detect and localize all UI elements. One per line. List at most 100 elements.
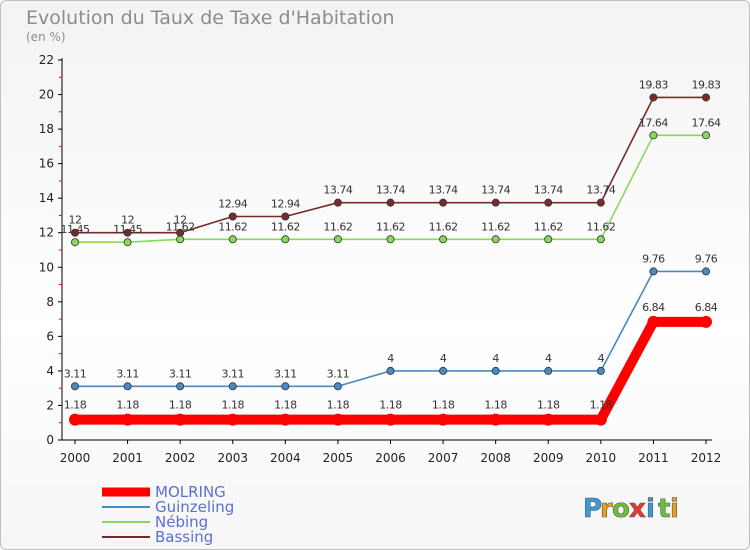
data-label: 9.76 [695, 252, 718, 265]
series-point [333, 198, 342, 207]
series-point [649, 93, 658, 102]
data-label: 12 [121, 214, 134, 227]
x-tick-label: 2001 [112, 451, 143, 465]
series-point [333, 382, 342, 391]
data-label: 11.62 [271, 220, 300, 233]
legend-label: Nébing [155, 513, 208, 531]
y-tick-label: 6 [46, 329, 54, 343]
y-tick-label: 4 [46, 364, 54, 378]
series-point [281, 235, 290, 244]
y-tick-label: 10 [39, 260, 54, 274]
series-point [331, 413, 344, 426]
series-point [647, 315, 660, 328]
brand-letter: i [670, 494, 679, 524]
series-point [439, 235, 448, 244]
series-point [71, 382, 80, 391]
data-label: 4 [492, 352, 499, 365]
data-label: 11.62 [429, 220, 458, 233]
series-point [228, 382, 237, 391]
data-label: 17.64 [639, 116, 668, 129]
data-label: 11.45 [61, 223, 90, 236]
series-point [489, 413, 502, 426]
data-label: 11.62 [481, 220, 510, 233]
data-label: 1.18 [169, 399, 192, 412]
y-tick-label: 22 [39, 53, 54, 67]
series-point [123, 382, 132, 391]
series-point [649, 267, 658, 276]
chart-subtitle: (en %) [26, 30, 66, 44]
series-point [279, 413, 292, 426]
data-label: 1.18 [432, 399, 455, 412]
data-label: 13.74 [429, 184, 458, 197]
series-point [544, 366, 553, 375]
series-point [702, 267, 711, 276]
data-label: 3.11 [169, 367, 192, 380]
data-label: 13.74 [586, 184, 615, 197]
series-point [123, 238, 132, 247]
series-point [596, 235, 605, 244]
data-label: 17.64 [692, 116, 721, 129]
series-point [437, 413, 450, 426]
series-point [649, 131, 658, 140]
x-tick-label: 2000 [60, 451, 91, 465]
series-point [71, 238, 80, 247]
data-label: 13.74 [376, 184, 405, 197]
data-label: 1.18 [327, 399, 350, 412]
data-label: 3.11 [64, 367, 87, 380]
brand-letter: r [600, 494, 613, 524]
data-label: 1.18 [274, 399, 297, 412]
x-tick-label: 2003 [217, 451, 248, 465]
series-point [281, 382, 290, 391]
series-point [594, 413, 607, 426]
y-tick-label: 14 [39, 191, 54, 205]
y-tick-label: 2 [46, 398, 54, 412]
series-point [121, 413, 134, 426]
data-label: 19.83 [639, 78, 668, 91]
x-tick-label: 2005 [323, 451, 354, 465]
legend-label: MOLRING [155, 483, 226, 501]
series-point [596, 198, 605, 207]
series-line-3 [74, 96, 707, 234]
series-point [176, 228, 185, 237]
brand-letter: i [646, 494, 655, 524]
data-label: 6.84 [695, 301, 718, 314]
data-label: 3.11 [222, 367, 245, 380]
x-tick-label: 2007 [428, 451, 459, 465]
series-group [69, 93, 712, 426]
data-label: 12 [174, 214, 187, 227]
data-label: 12 [69, 214, 82, 227]
data-label: 12.94 [218, 197, 247, 210]
series-point [71, 228, 80, 237]
series-point [384, 413, 397, 426]
data-label: 4 [387, 352, 394, 365]
axes: 0 2 4 6 8 10 12 14 16 18 20 22 2000 2001 2002 2003 2004 2… [39, 53, 722, 465]
data-label: 11.62 [218, 220, 247, 233]
brand-logo: Pr o x i t i [583, 494, 680, 525]
series-point [491, 198, 500, 207]
y-tick-label: 0 [46, 433, 54, 447]
x-tick-label: 2004 [270, 451, 301, 465]
series-point [386, 366, 395, 375]
series-point [226, 413, 239, 426]
data-label: 11.62 [376, 220, 405, 233]
data-label: 11.62 [323, 220, 352, 233]
brand-letter: x [629, 494, 646, 524]
data-label: 3.11 [274, 367, 297, 380]
data-label: 13.74 [481, 184, 510, 197]
data-label: 1.18 [537, 399, 560, 412]
y-tick-label: 18 [39, 122, 54, 136]
data-label: 4 [545, 352, 552, 365]
series-point [439, 366, 448, 375]
data-label: 1.18 [64, 399, 87, 412]
series-point [281, 212, 290, 221]
data-label: 11.62 [166, 220, 195, 233]
data-label: 9.76 [642, 252, 665, 265]
y-tick-label: 12 [39, 226, 54, 240]
series-point [176, 235, 185, 244]
x-tick-label: 2006 [375, 451, 406, 465]
series-point [544, 198, 553, 207]
data-label: 1.18 [590, 399, 613, 412]
y-tick-label: 16 [39, 157, 54, 171]
series-point [386, 198, 395, 207]
